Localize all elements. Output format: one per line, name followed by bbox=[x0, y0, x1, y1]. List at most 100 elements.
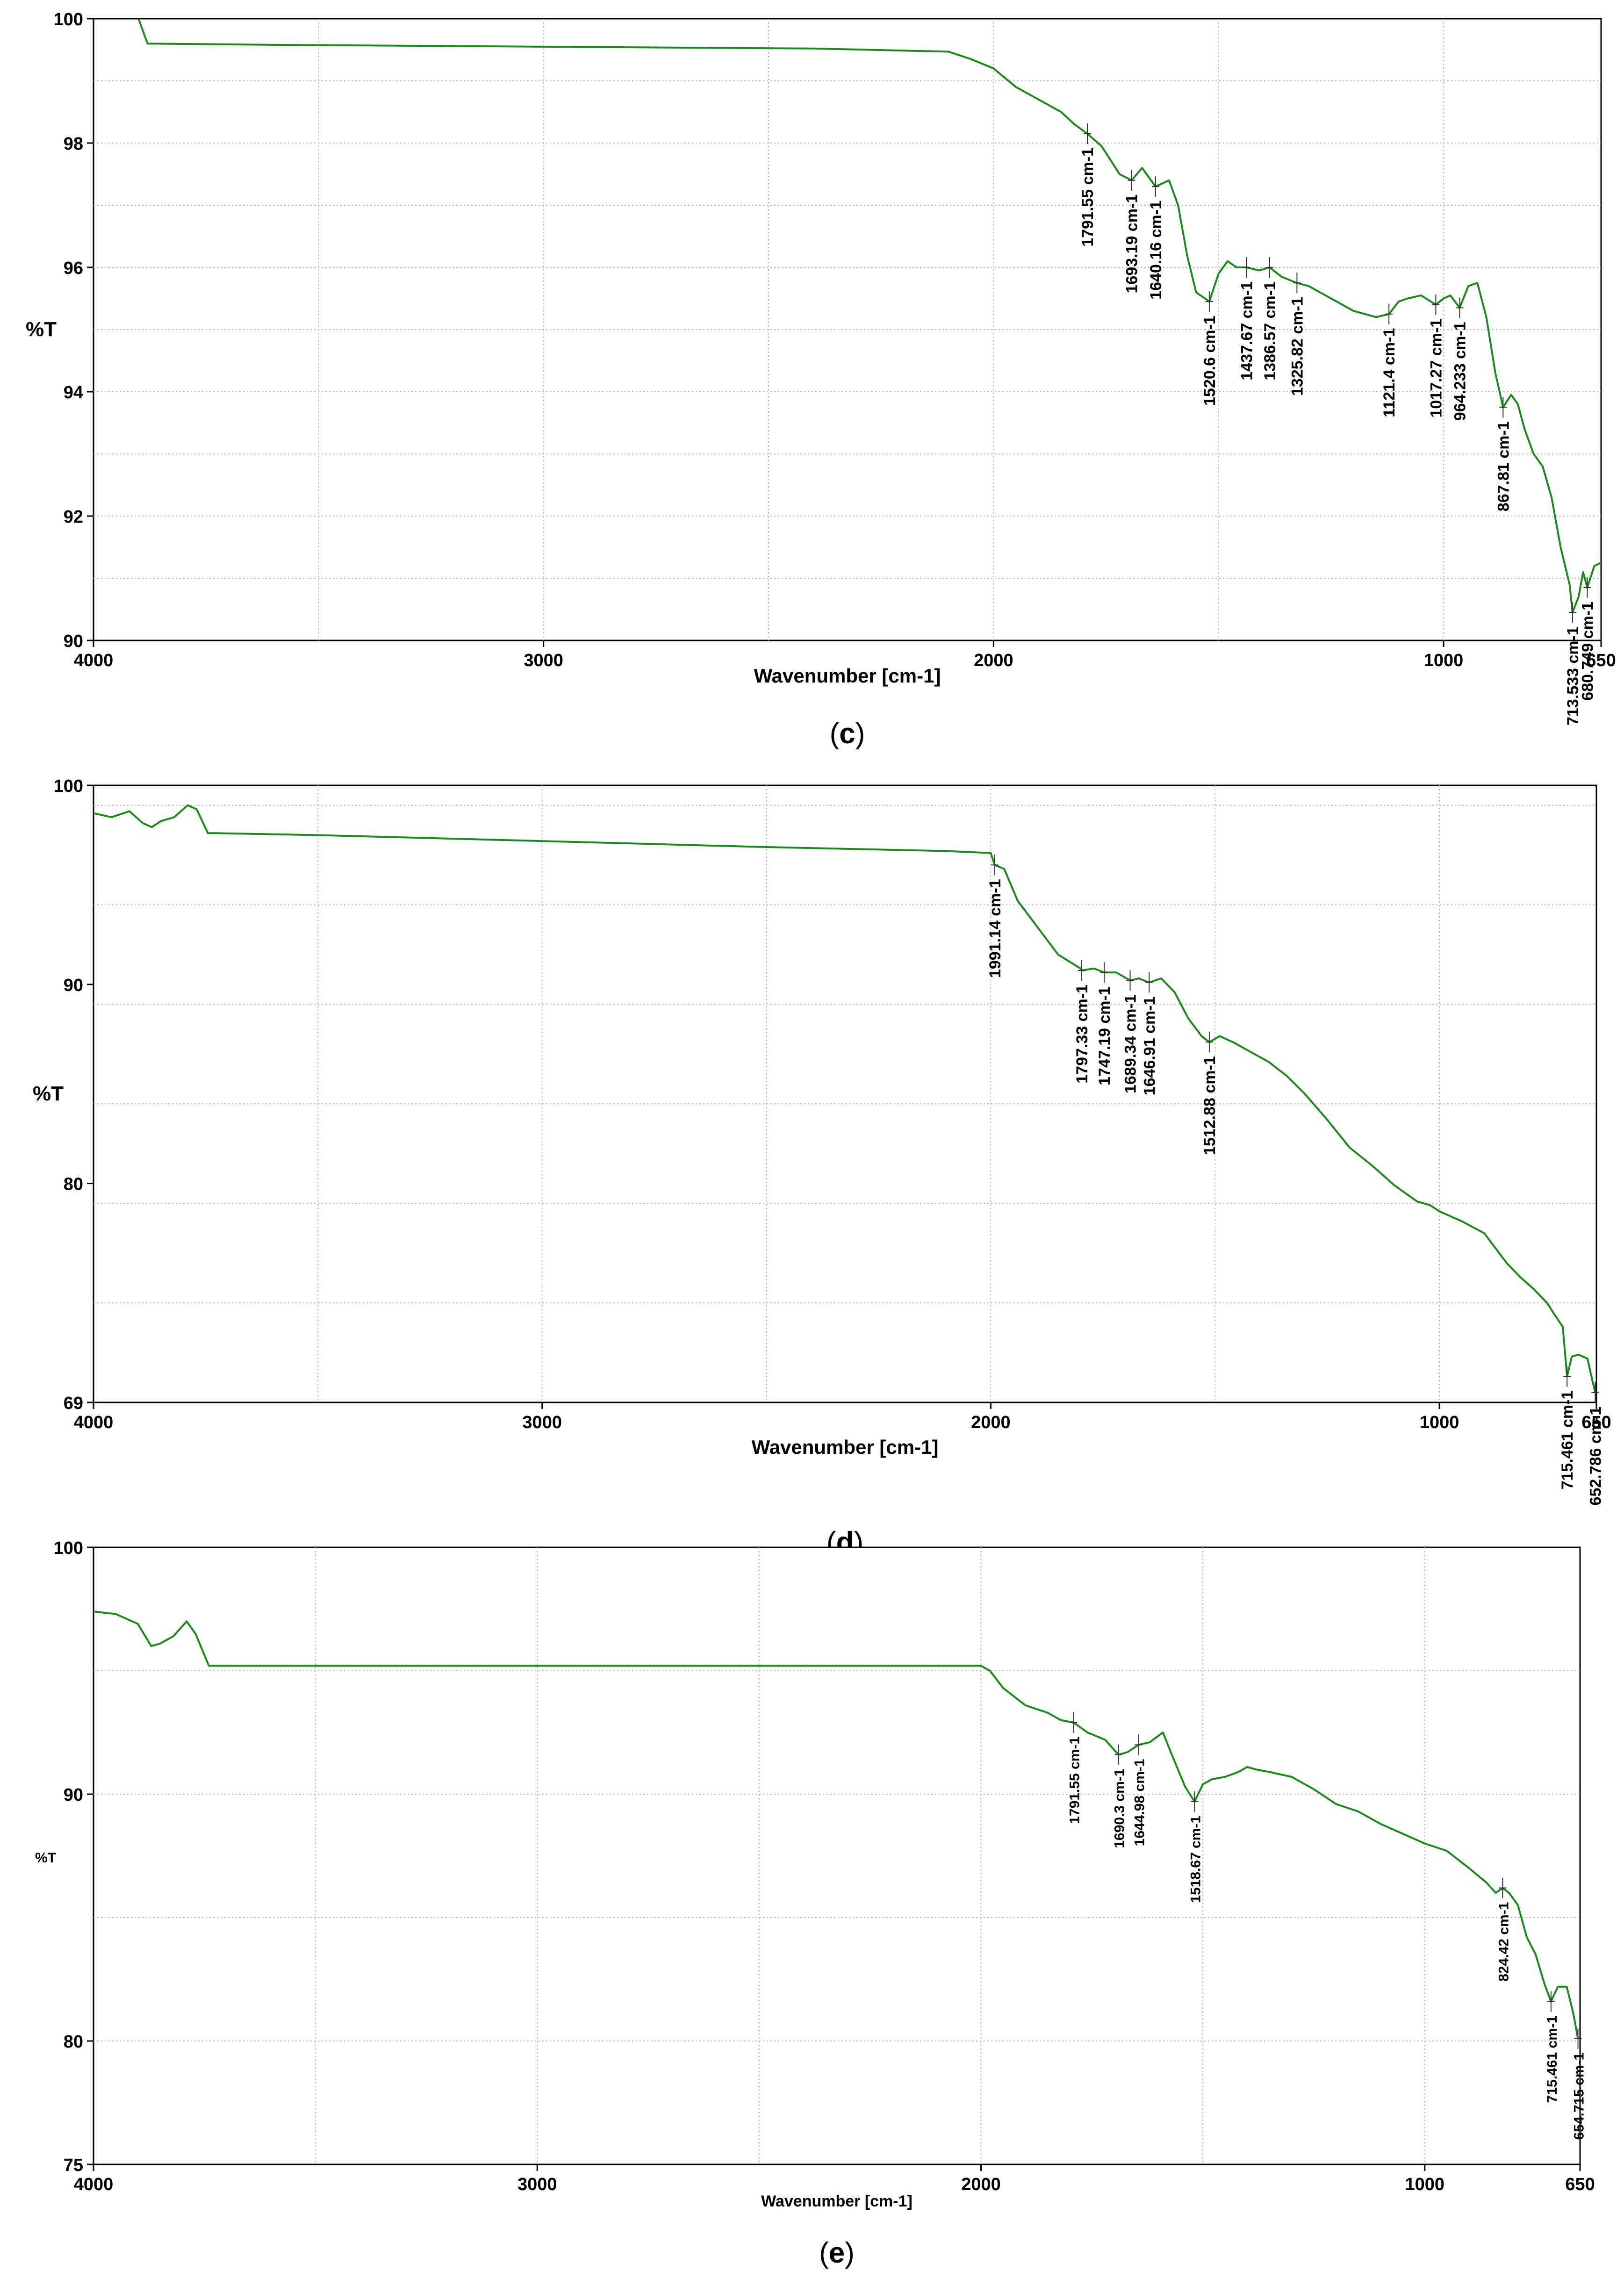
y-tick-label: 96 bbox=[64, 259, 83, 278]
peak-label: 1325.82 cm-1 bbox=[1288, 297, 1306, 396]
peak-label: 1121.4 cm-1 bbox=[1380, 328, 1398, 417]
peak-annotation: 1690.3 cm-1 bbox=[1112, 1744, 1127, 1848]
panel-caption: (e) bbox=[819, 2237, 855, 2269]
peak-label: 654.715 cm-1 bbox=[1572, 2053, 1587, 2140]
y-tick-label: 75 bbox=[64, 2156, 83, 2175]
peak-annotation: 1693.19 cm-1 bbox=[1123, 170, 1141, 294]
peak-annotation: 1518.67 cm-1 bbox=[1188, 1791, 1203, 1903]
y-tick-label: 94 bbox=[64, 383, 83, 402]
peak-label: 1991.14 cm-1 bbox=[986, 879, 1004, 978]
spectrum-line bbox=[137, 18, 1602, 614]
peak-label: 1512.88 cm-1 bbox=[1201, 1056, 1219, 1155]
peak-annotation: 1640.16 cm-1 bbox=[1147, 176, 1165, 300]
peak-annotation: 1689.34 cm-1 bbox=[1122, 970, 1140, 1093]
x-tick-label: 4000 bbox=[74, 651, 114, 670]
peak-annotation: 654.715 cm-1 bbox=[1572, 2028, 1587, 2140]
peak-label: 1646.91 cm-1 bbox=[1141, 997, 1158, 1096]
spectrum-line bbox=[93, 804, 1596, 1393]
y-tick-label: 90 bbox=[64, 1785, 83, 1805]
peak-annotation: 1991.14 cm-1 bbox=[986, 855, 1004, 978]
peak-annotation: 680.749 cm-1 bbox=[1579, 577, 1596, 701]
chart-panel-d: 4000 3000 2000 1000 650 100 90 80 69 Wavenumber [… bbox=[33, 776, 1611, 1559]
y-tick-label: 100 bbox=[54, 776, 83, 796]
peak-annotation: 1644.98 cm-1 bbox=[1132, 1734, 1148, 1846]
y-tick-label: 90 bbox=[64, 632, 83, 651]
panel-caption-letter: e bbox=[829, 2237, 845, 2269]
peak-annotation: 1797.33 cm-1 bbox=[1073, 960, 1091, 1084]
y-tick-label: 98 bbox=[64, 134, 83, 154]
peak-label: 1747.19 cm-1 bbox=[1096, 986, 1114, 1085]
peak-label: 1689.34 cm-1 bbox=[1122, 994, 1140, 1093]
peak-label: 1791.55 cm-1 bbox=[1067, 1737, 1082, 1824]
peak-annotation: 1325.82 cm-1 bbox=[1288, 273, 1306, 396]
peak-annotation: 1747.19 cm-1 bbox=[1096, 962, 1114, 1085]
peak-annotation: 1512.88 cm-1 bbox=[1201, 1032, 1219, 1155]
y-axis-title: %T bbox=[33, 1082, 64, 1105]
peak-annotation: 715.461 cm-1 bbox=[1559, 1366, 1576, 1490]
peak-annotation: 824.42 cm-1 bbox=[1496, 1877, 1511, 1982]
peak-label: 715.461 cm-1 bbox=[1545, 2016, 1560, 2103]
plot-frame bbox=[93, 1546, 1581, 2165]
peak-label: 1797.33 cm-1 bbox=[1073, 984, 1091, 1084]
peak-annotation: 1017.27 cm-1 bbox=[1427, 294, 1445, 418]
peak-label: 1437.67 cm-1 bbox=[1238, 281, 1256, 381]
y-tick-label: 100 bbox=[54, 10, 83, 29]
gridlines bbox=[93, 19, 1601, 640]
peak-label: 1791.55 cm-1 bbox=[1079, 148, 1097, 247]
x-tick-label: 650 bbox=[1581, 1413, 1611, 1432]
x-tick-label: 3000 bbox=[522, 1413, 562, 1432]
peak-label: 713.533 cm-1 bbox=[1564, 626, 1582, 726]
peak-label: 824.42 cm-1 bbox=[1496, 1902, 1511, 1982]
panel-caption: (c) bbox=[830, 718, 865, 750]
peak-label: 1693.19 cm-1 bbox=[1123, 194, 1141, 294]
peak-annotation: 1791.55 cm-1 bbox=[1067, 1712, 1082, 1824]
peak-label: 1644.98 cm-1 bbox=[1132, 1759, 1148, 1846]
plot-frame bbox=[93, 18, 1602, 641]
peak-label: 867.81 cm-1 bbox=[1495, 421, 1512, 511]
x-tick-label: 650 bbox=[1565, 2175, 1595, 2194]
plot-frame bbox=[93, 784, 1597, 1403]
peak-annotation: 1520.6 cm-1 bbox=[1201, 291, 1219, 406]
x-tick-label: 1000 bbox=[1420, 1413, 1459, 1432]
peak-annotation: 652.786 cm-1 bbox=[1587, 1382, 1604, 1506]
peak-annotation: 1121.4 cm-1 bbox=[1380, 303, 1398, 417]
peak-label: 652.786 cm-1 bbox=[1587, 1407, 1604, 1506]
peak-label: 1690.3 cm-1 bbox=[1112, 1769, 1127, 1848]
peak-annotation: 715.461 cm-1 bbox=[1545, 1991, 1560, 2103]
peak-annotation: 1386.57 cm-1 bbox=[1261, 257, 1279, 381]
peak-label: 680.749 cm-1 bbox=[1579, 602, 1596, 701]
peak-annotation: 1646.91 cm-1 bbox=[1141, 972, 1158, 1096]
x-axis-title: Wavenumber [cm-1] bbox=[754, 665, 941, 687]
y-axis-title: %T bbox=[26, 318, 57, 341]
chart-panel-e: 4000 3000 2000 1000 650 100 90 80 75 Wavenumber [… bbox=[35, 1538, 1595, 2269]
peak-label: 1520.6 cm-1 bbox=[1201, 316, 1219, 406]
x-tick-label: 3000 bbox=[517, 2175, 557, 2194]
y-tick-label: 69 bbox=[64, 1394, 83, 1413]
x-tick-label: 2000 bbox=[974, 651, 1013, 670]
peak-label: 1518.67 cm-1 bbox=[1188, 1816, 1203, 1903]
y-tick-label: 92 bbox=[64, 507, 83, 527]
y-tick-label: 90 bbox=[64, 976, 83, 995]
x-axis-title: Wavenumber [cm-1] bbox=[761, 2192, 913, 2210]
x-tick-label: 1000 bbox=[1424, 651, 1464, 670]
peak-annotation: 713.533 cm-1 bbox=[1564, 602, 1582, 726]
y-tick-label: 80 bbox=[64, 2032, 83, 2052]
x-tick-label: 4000 bbox=[74, 1413, 114, 1432]
x-tick-label: 1000 bbox=[1405, 2175, 1444, 2194]
y-tick-label: 100 bbox=[54, 1538, 83, 1558]
x-tick-label: 4000 bbox=[74, 2175, 114, 2194]
peak-label: 964.233 cm-1 bbox=[1451, 322, 1469, 421]
peak-annotation: 1437.67 cm-1 bbox=[1238, 257, 1256, 381]
y-axis-title: %T bbox=[35, 1850, 56, 1866]
x-tick-label: 3000 bbox=[524, 651, 563, 670]
peak-label: 1386.57 cm-1 bbox=[1261, 281, 1279, 381]
x-tick-label: 2000 bbox=[971, 1413, 1011, 1432]
peak-annotation: 867.81 cm-1 bbox=[1495, 397, 1512, 511]
x-tick-label: 650 bbox=[1586, 651, 1616, 670]
peak-label: 1640.16 cm-1 bbox=[1147, 201, 1165, 300]
peak-label: 715.461 cm-1 bbox=[1559, 1391, 1576, 1490]
peak-annotation: 964.233 cm-1 bbox=[1451, 297, 1469, 421]
x-tick-label: 2000 bbox=[961, 2175, 1001, 2194]
gridlines bbox=[93, 1547, 1580, 2164]
chart-panel-c: 4000 3000 2000 1000 650 100 98 96 94 92 90 Wavenumb… bbox=[26, 10, 1616, 750]
